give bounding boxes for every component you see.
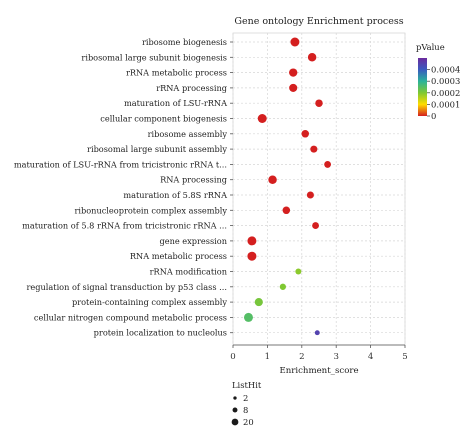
data-point <box>290 37 300 47</box>
size-legend-dot <box>232 407 238 413</box>
category-label: protein localization to nucleolus <box>94 328 227 338</box>
category-label: maturation of LSU-rRNA from tricistronic… <box>14 159 227 169</box>
data-point <box>312 222 319 230</box>
category-label: rRNA processing <box>156 83 227 93</box>
colorbar-tick-label: 0.0001 <box>431 99 460 109</box>
x-tick-label: 2 <box>299 352 304 362</box>
data-point <box>243 312 253 322</box>
size-legend-dot <box>233 396 237 400</box>
data-point <box>301 130 309 138</box>
colorbar-tick-label: 0.0002 <box>431 88 460 98</box>
category-label: gene expression <box>160 236 228 246</box>
data-point <box>257 114 267 123</box>
category-label: ribonucleoprotein complex assembly <box>74 205 227 215</box>
x-tick-label: 1 <box>265 352 270 362</box>
category-label: RNA processing <box>160 175 227 185</box>
data-point <box>307 53 317 62</box>
data-point <box>254 298 263 307</box>
category-label: rRNA modification <box>150 267 228 277</box>
data-point <box>295 268 302 275</box>
size-legend-dot <box>231 418 239 426</box>
data-point <box>247 251 257 261</box>
pvalue-legend-title: pValue <box>416 42 445 52</box>
size-legend-label: 8 <box>243 405 248 415</box>
category-label: regulation of signal transduction by p53… <box>27 282 228 292</box>
category-label: RNA metabolic process <box>130 251 227 261</box>
data-points <box>243 37 332 336</box>
category-label: cellular component biogenesis <box>100 114 227 124</box>
data-point <box>289 83 298 92</box>
chart-title: Gene ontology Enrichment process <box>234 16 403 27</box>
category-label: maturation of 5.8S rRNA <box>123 190 227 200</box>
listhit-legend-items: 2 8 20 <box>231 393 254 427</box>
category-label: maturation of 5.8 rRNA from tricistronic… <box>22 221 227 231</box>
category-label: ribosome biogenesis <box>142 37 227 47</box>
data-point <box>324 160 332 168</box>
colorbar-tick-label: 0.0003 <box>431 76 460 86</box>
data-point <box>306 191 314 199</box>
category-label: ribosomal large subunit assembly <box>87 144 227 154</box>
plot-area <box>232 32 406 346</box>
x-axis-label: Enrichment_score <box>279 366 358 376</box>
pvalue-colorbar <box>418 58 427 116</box>
listhit-legend: ListHit 2 8 20 <box>231 380 262 427</box>
listhit-legend-title: ListHit <box>232 380 262 390</box>
data-point <box>289 68 298 77</box>
data-point <box>268 175 277 184</box>
x-axis-ticks: 0 1 2 3 4 5 <box>230 345 408 362</box>
data-point <box>282 206 291 215</box>
colorbar-tick-label: 0 <box>431 111 436 121</box>
colorbar-tick-label: 0.0004 <box>431 65 460 75</box>
category-label: maturation of LSU-rRNA <box>124 98 227 108</box>
category-label: ribosomal large subunit biogenesis <box>81 52 227 62</box>
x-tick-label: 0 <box>230 352 235 362</box>
data-point <box>279 283 287 290</box>
category-labels: ribosome biogenesis ribosomal large subun… <box>14 37 233 338</box>
x-tick-label: 4 <box>368 352 374 362</box>
category-label: ribosome assembly <box>148 129 228 139</box>
data-point <box>315 99 323 107</box>
data-point <box>310 145 318 153</box>
data-point <box>314 330 320 336</box>
size-legend-label: 2 <box>243 393 248 403</box>
size-legend-label: 20 <box>243 417 254 427</box>
x-tick-label: 3 <box>333 352 338 362</box>
category-label: cellular nitrogen compound metabolic pro… <box>34 312 227 322</box>
category-label: protein-containing complex assembly <box>72 297 227 307</box>
data-point <box>247 236 257 246</box>
category-label: rRNA metabolic process <box>126 68 227 78</box>
x-tick-label: 5 <box>402 352 407 362</box>
